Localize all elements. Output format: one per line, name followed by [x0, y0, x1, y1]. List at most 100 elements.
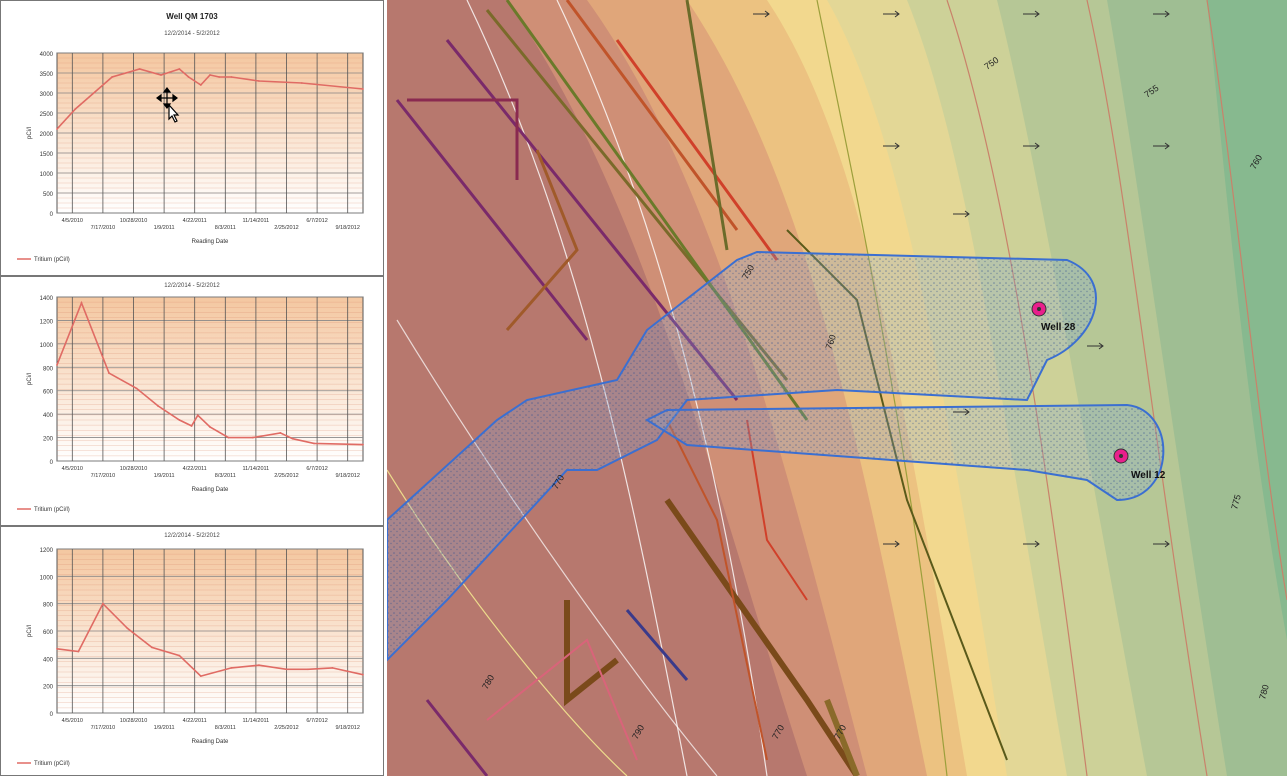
x-tick-label: 4/5/2010	[62, 218, 83, 224]
data-point	[209, 426, 211, 428]
data-point	[258, 664, 260, 667]
data-point	[150, 646, 153, 649]
data-point	[209, 74, 211, 76]
data-point	[111, 76, 113, 78]
data-point	[362, 88, 364, 90]
y-tick-label: 600	[43, 630, 54, 636]
y-tick-label: 1000	[40, 575, 54, 581]
x-tick-label: 11/14/2011	[243, 466, 270, 472]
x-tick-label: 2/25/2012	[274, 225, 298, 231]
data-point	[56, 647, 58, 650]
y-tick-label: 1000	[40, 343, 54, 349]
x-tick-label: 6/7/2012	[306, 466, 327, 472]
chart-panel-1: 0 500 1000 1500 2000 2500 3000 3500 4000 4/5/2010…	[0, 0, 384, 276]
y-tick-label: 3000	[40, 92, 54, 98]
y-tick-label: 1500	[40, 152, 54, 158]
flow-arrows	[753, 10, 1170, 548]
data-point	[178, 68, 181, 70]
data-point	[227, 436, 230, 439]
well-label: Well 28	[1041, 322, 1076, 333]
chart-subtitle: 12/2/2014 - 5/2/2012	[164, 283, 220, 289]
y-tick-label: 800	[43, 603, 54, 609]
x-tick-label: 10/28/2010	[120, 218, 148, 224]
x-tick-label: 8/3/2011	[215, 473, 236, 479]
chart-subtitle: 12/2/2014 - 5/2/2012	[164, 533, 220, 539]
y-tick-label: 1400	[40, 296, 54, 302]
legend-label: Tritium (pCi/l)	[34, 761, 70, 767]
y-tick-label: 400	[43, 413, 54, 419]
x-tick-label: 4/5/2010	[62, 466, 83, 472]
data-point	[230, 76, 233, 78]
legend-label: Tritium (pCi/l)	[34, 507, 70, 513]
data-point	[160, 74, 162, 76]
x-tick-label: 1/9/2011	[154, 473, 175, 479]
x-tick-label: 1/9/2011	[154, 725, 175, 731]
y-tick-label: 1000	[40, 172, 54, 178]
series-line	[56, 68, 364, 130]
x-axis-label: Reading Date	[192, 239, 229, 245]
data-point	[74, 108, 77, 110]
charts-column: 0 500 1000 1500 2000 2500 3000 3500 4000 4/5/2010…	[0, 0, 386, 776]
x-tick-label: 7/17/2010	[91, 473, 115, 479]
y-axis-label: pCi/l	[27, 373, 33, 385]
y-tick-label: 800	[43, 366, 54, 372]
y-tick-label: 0	[50, 212, 54, 218]
data-point	[251, 436, 254, 439]
y-tick-label: 0	[50, 460, 54, 466]
contour-label: 780	[1257, 683, 1271, 700]
x-tick-label: 6/7/2012	[306, 718, 327, 724]
x-tick-label: 7/17/2010	[91, 225, 115, 231]
map-svg[interactable]: 750 755 760 775 780 760 750 770 780 790 …	[387, 0, 1287, 776]
y-tick-label: 200	[43, 685, 54, 691]
data-point	[279, 431, 282, 434]
x-tick-label: 8/3/2011	[215, 225, 236, 231]
data-point	[56, 128, 58, 130]
data-point	[218, 76, 221, 78]
data-point	[196, 414, 199, 417]
x-tick-label: 1/9/2011	[154, 225, 175, 231]
y-tick-label: 4000	[40, 52, 54, 58]
data-point	[300, 82, 303, 84]
y-tick-label: 2500	[40, 112, 54, 118]
plume-layer	[387, 250, 1165, 662]
data-point	[80, 301, 83, 304]
data-point	[138, 68, 141, 70]
x-tick-label: 4/22/2011	[183, 466, 207, 472]
data-point	[291, 437, 294, 440]
y-tick-label: 500	[43, 192, 54, 198]
chart-subtitle: 12/2/2014 - 5/2/2012	[164, 31, 220, 37]
utility-lines	[395, 0, 1008, 776]
x-tick-label: 11/14/2011	[243, 218, 270, 224]
chart-svg-3: 0 200 400 600 800 1000 1200 4/5/2010 7/17/2010 10…	[17, 533, 364, 767]
data-point	[187, 76, 190, 78]
data-point	[285, 668, 288, 671]
chart-title: Well QM 1703	[166, 12, 218, 21]
x-tick-label: 11/14/2011	[243, 718, 270, 724]
plot-area	[56, 296, 364, 462]
x-axis-label: Reading Date	[192, 487, 229, 493]
move-cursor-icon	[156, 87, 180, 123]
data-point	[258, 80, 260, 82]
x-tick-label: 9/18/2012	[335, 473, 359, 479]
data-point	[307, 668, 309, 671]
data-point	[362, 673, 364, 676]
x-tick-label: 4/5/2010	[62, 718, 83, 724]
data-point	[362, 443, 364, 446]
x-tick-label: 4/22/2011	[183, 218, 207, 224]
chart-svg-1: 0 500 1000 1500 2000 2500 3000 3500 4000 4/5/2010…	[17, 12, 364, 263]
y-tick-label: 1200	[40, 548, 54, 554]
well-28[interactable]: Well 28	[1031, 301, 1076, 333]
y-tick-label: 0	[50, 712, 54, 718]
data-point	[199, 675, 202, 677]
x-tick-label: 8/3/2011	[215, 725, 236, 731]
well-12[interactable]: Well 12	[1113, 448, 1166, 481]
x-tick-label: 9/18/2012	[335, 725, 359, 731]
x-tick-label: 7/17/2010	[91, 725, 115, 731]
y-axis-label: pCi/l	[27, 127, 33, 139]
map-view[interactable]: 750 755 760 775 780 760 750 770 780 790 …	[387, 0, 1287, 776]
data-point	[199, 84, 202, 86]
y-tick-label: 2000	[40, 132, 54, 138]
y-tick-label: 400	[43, 657, 54, 663]
data-point	[331, 667, 334, 669]
data-point	[135, 387, 138, 390]
